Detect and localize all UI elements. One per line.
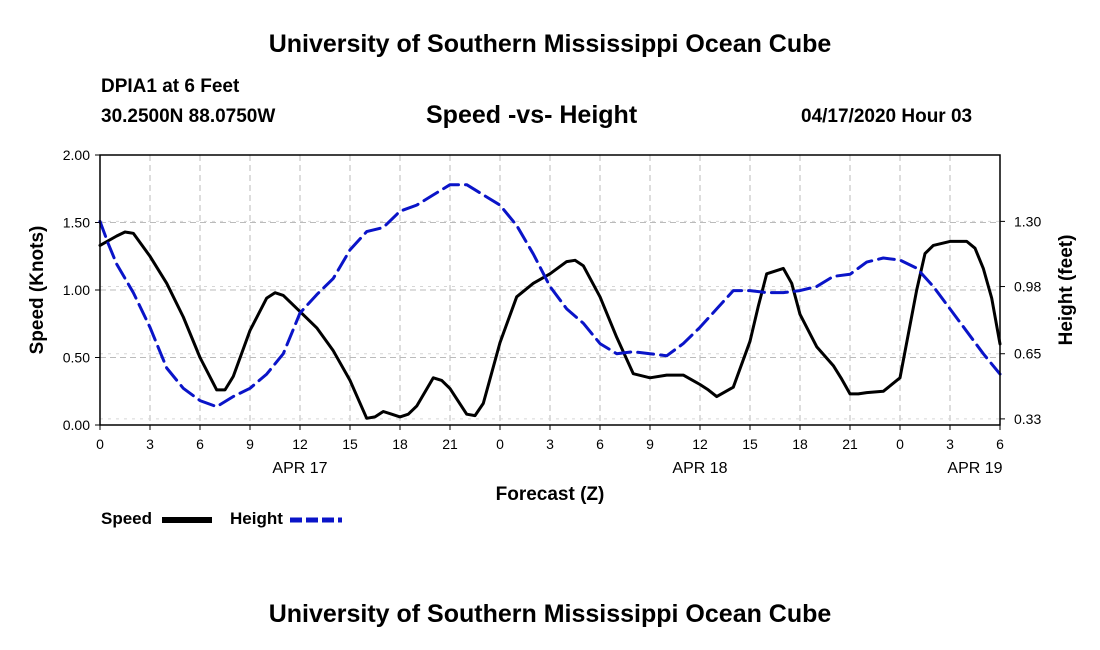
y-tick-label: 2.00 — [63, 147, 90, 163]
legend-speed-label: Speed — [101, 509, 153, 528]
y2-tick-label: 0.65 — [1014, 346, 1041, 362]
x-tick-label: 9 — [646, 436, 654, 452]
y-tick-label: 1.50 — [63, 215, 90, 231]
x-tick-label: 15 — [342, 436, 358, 452]
page-title-bottom: University of Southern Mississippi Ocean… — [268, 600, 832, 628]
plot-frame — [99, 154, 1001, 426]
y2-tick-label: 0.33 — [1014, 411, 1041, 427]
y-tick-label: 0.50 — [63, 350, 90, 366]
x-tick-label: 12 — [692, 436, 708, 452]
x-tick-label: 6 — [996, 436, 1004, 452]
x-tick-label: 3 — [146, 436, 154, 452]
y2-tick-label: 0.98 — [1014, 279, 1041, 295]
x-tick-label: 3 — [546, 436, 554, 452]
x-tick-label: 18 — [792, 436, 808, 452]
x-tick-label: 21 — [842, 436, 858, 452]
page-title-top: University of Southern Mississippi Ocean… — [268, 30, 832, 58]
y-axis-label: Speed (Knots) — [27, 226, 48, 355]
date-label: APR 18 — [672, 460, 727, 477]
station-label: DPIA1 at 6 Feet — [101, 76, 240, 97]
x-tick-label: 18 — [392, 436, 408, 452]
series-line-height — [98, 183, 1002, 409]
x-tick-label: 21 — [442, 436, 458, 452]
date-label: APR 17 — [272, 460, 327, 477]
x-tick-label: 9 — [246, 436, 254, 452]
y2-tick-label: 1.30 — [1014, 213, 1041, 229]
series-layer — [98, 183, 1002, 420]
tick-layer: 0 3 6 9 12 15 18 21 0 3 6 9 12 15 18 21 0 3 6 0.00 0.50 1.00 1… — [63, 147, 1042, 477]
x-tick-label: 6 — [596, 436, 604, 452]
x-tick-label: 3 — [946, 436, 954, 452]
x-axis-label: Forecast (Z) — [496, 484, 605, 505]
grid-layer — [99, 154, 1001, 426]
chart-title: Speed -vs- Height — [426, 101, 638, 129]
legend-height-label: Height — [230, 509, 283, 528]
forecast-datetime: 04/17/2020 Hour 03 — [801, 106, 973, 127]
y2-axis-label: Height (feet) — [1056, 235, 1077, 346]
y-tick-label: 0.00 — [63, 417, 90, 433]
x-tick-label: 15 — [742, 436, 758, 452]
series-line-speed — [98, 230, 1002, 420]
y-tick-label: 1.00 — [63, 282, 90, 298]
date-label: APR 19 — [947, 460, 1002, 477]
coordinates-label: 30.2500N 88.0750W — [101, 106, 276, 127]
x-tick-label: 0 — [496, 436, 504, 452]
x-tick-label: 12 — [292, 436, 308, 452]
x-tick-label: 6 — [196, 436, 204, 452]
x-tick-label: 0 — [896, 436, 904, 452]
x-tick-label: 0 — [96, 436, 104, 452]
